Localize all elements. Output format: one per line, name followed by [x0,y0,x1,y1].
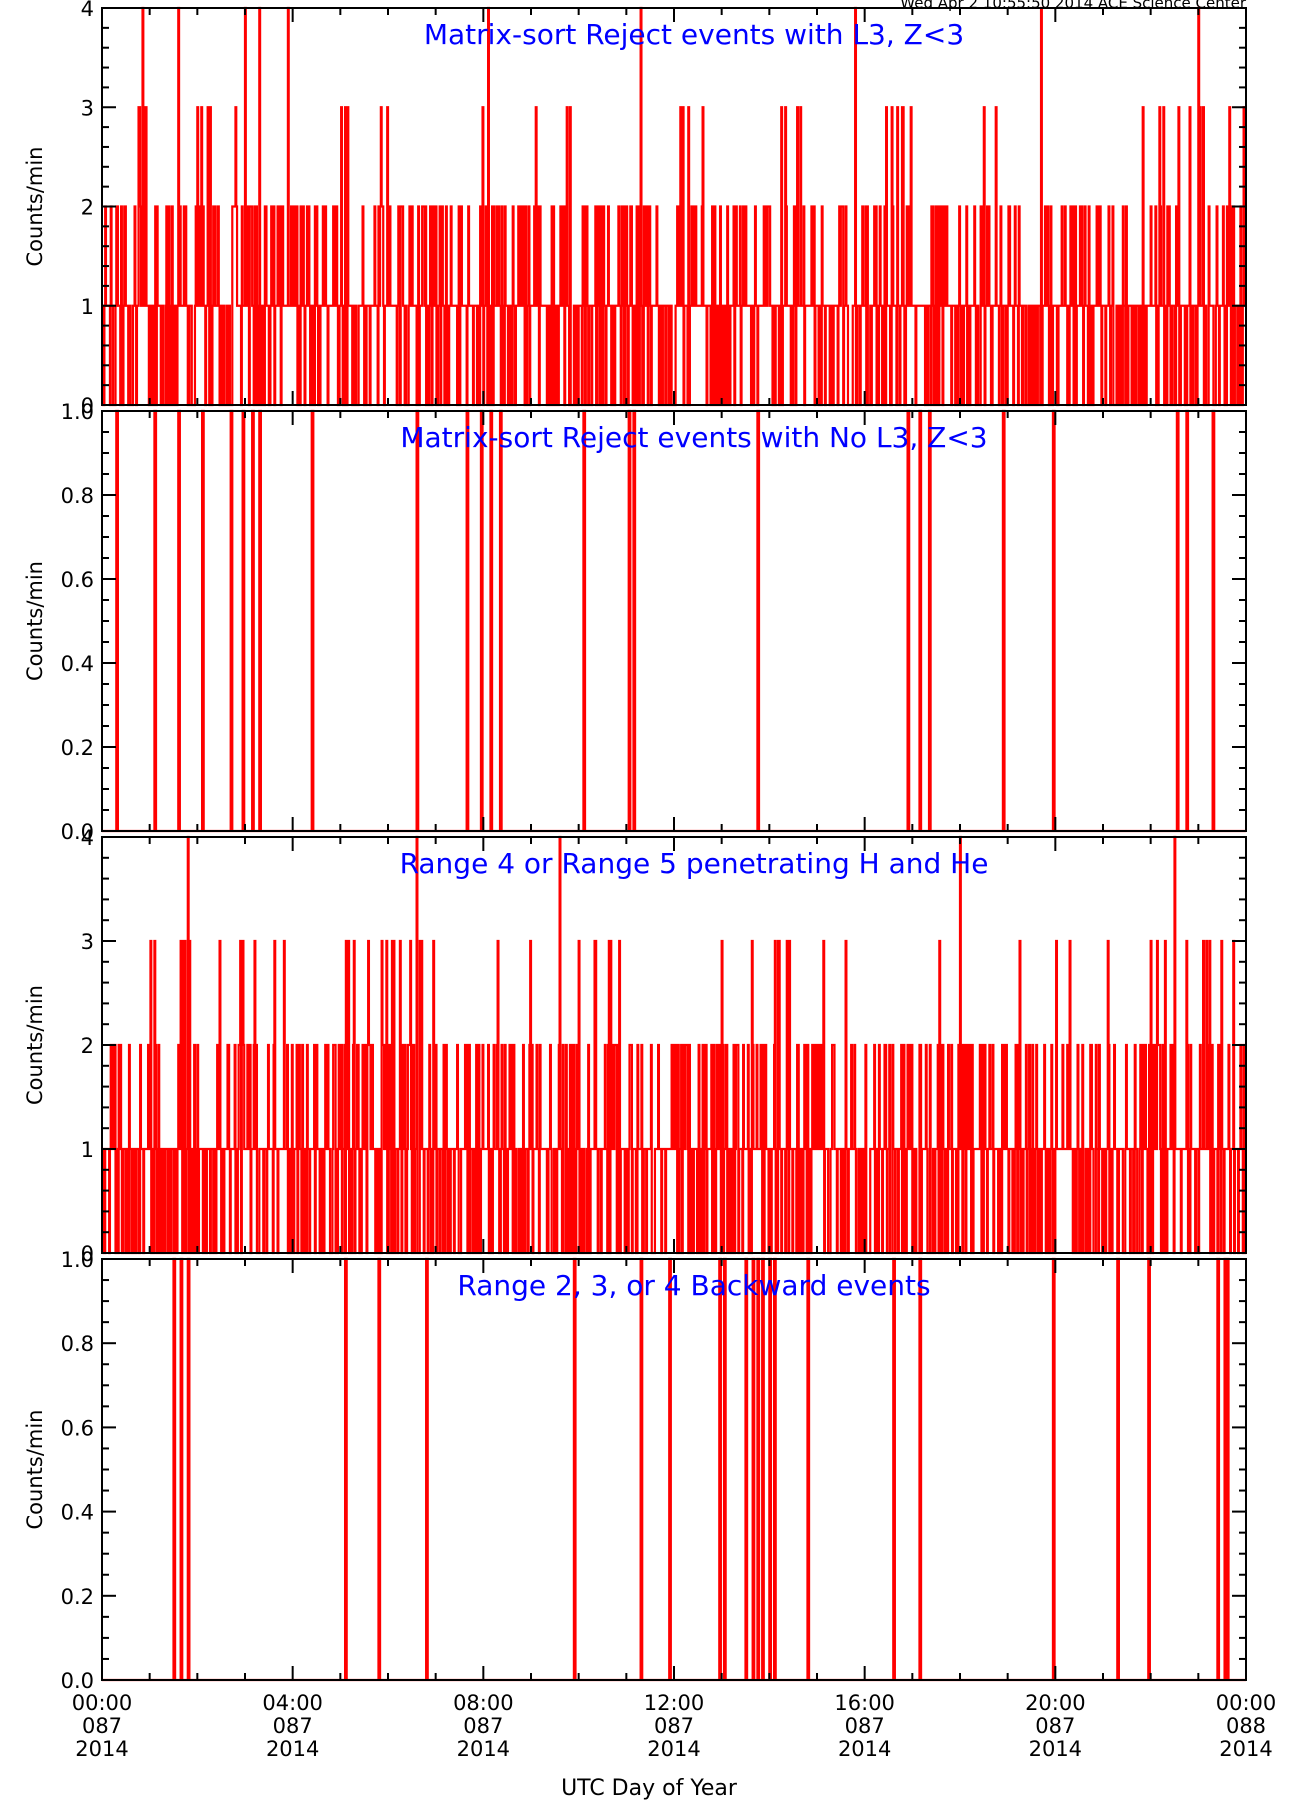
x-tick-year: 2014 [266,1737,319,1761]
chart-panels: 0 1 2 3 4 Counts/min Matrix-sort Reject events… [23,0,1247,1693]
plot-frame [101,1258,1247,1681]
x-tick-time: 20:00 [1025,1691,1086,1715]
x-tick-year: 2014 [838,1737,891,1761]
series-trace [102,835,1247,1255]
y-tick-label: 0.0 [61,1669,94,1693]
y-tick-label: 0.2 [61,1585,94,1609]
panel-1: 0 1 2 3 4 Counts/min Matrix-sort Reject events… [23,0,1247,418]
y-tick-label: 3 [81,96,94,120]
y-tick-label: 4 [81,0,94,21]
y-tick-label: 0.6 [61,568,94,592]
y-tick-label: 2 [81,1034,94,1058]
series-trace [102,1257,1246,1682]
x-tick-time: 00:00 [72,1691,133,1715]
x-tick-time: 16:00 [834,1691,895,1715]
y-tick-label: 0.0 [61,820,94,844]
panel-3: 0 1 2 3 4 Counts/min Range 4 or Range 5 penetr… [23,826,1247,1266]
y-tick-label: 4 [81,826,94,850]
series-trace [102,409,1246,833]
x-tick-doy: 087 [463,1714,503,1738]
x-tick-doy: 087 [1035,1714,1075,1738]
y-tick-label: 1.0 [61,400,94,424]
panel-2: 0.0 0.2 0.4 0.6 0.8 1.0 Counts/min Matrix-sort … [23,400,1247,844]
y-tick-label: 0 [81,394,94,418]
x-tick-time: 04:00 [262,1691,323,1715]
panel-4: 0.0 0.2 0.4 0.6 0.8 1.0 Counts/min Range 2, 3, … [23,1248,1247,1693]
y-axis-title: Counts/min [23,985,47,1105]
plot-frame [101,410,1247,832]
y-tick-label: 3 [81,930,94,954]
y-tick-label: 0.8 [61,484,94,508]
y-tick-label: 1.0 [61,1248,94,1272]
panel-title: Matrix-sort Reject events with No L3, Z<… [400,421,987,454]
x-tick-time: 12:00 [644,1691,705,1715]
x-tick-time: 00:00 [1216,1691,1277,1715]
x-axis-title: UTC Day of Year [561,1776,737,1801]
y-tick-label: 0.4 [61,652,94,676]
y-tick-label: 1 [81,1138,94,1162]
y-tick-label: 0.6 [61,1416,94,1440]
y-axis-title: Counts/min [23,147,47,267]
x-tick-year: 2014 [647,1737,700,1761]
x-tick-year: 2014 [457,1737,510,1761]
panel-title: Range 4 or Range 5 penetrating H and He [400,847,989,880]
y-tick-label: 0 [81,1242,94,1266]
y-axis-title: Counts/min [23,561,47,681]
x-tick-doy: 088 [1226,1714,1266,1738]
y-axis-title: Counts/min [23,1410,47,1530]
y-tick-label: 2 [81,196,94,220]
x-tick-year: 2014 [1219,1737,1272,1761]
y-tick-label: 0.4 [61,1501,94,1525]
shared-x-axis-labels: 00:00087201404:00087201408:00087201412:0… [72,1691,1277,1761]
x-tick-doy: 087 [82,1714,122,1738]
x-tick-doy: 087 [654,1714,694,1738]
panel-title: Matrix-sort Reject events with L3, Z<3 [424,18,964,51]
x-tick-doy: 087 [273,1714,313,1738]
panel-title: Range 2, 3, or 4 Backward events [457,1269,930,1302]
x-tick-year: 2014 [75,1737,128,1761]
y-tick-label: 0.2 [61,736,94,760]
x-tick-doy: 087 [845,1714,885,1738]
y-tick-label: 1 [81,295,94,319]
y-tick-label: 0.8 [61,1332,94,1356]
series-trace [101,6,1247,407]
x-tick-time: 08:00 [453,1691,514,1715]
x-tick-year: 2014 [1029,1737,1082,1761]
